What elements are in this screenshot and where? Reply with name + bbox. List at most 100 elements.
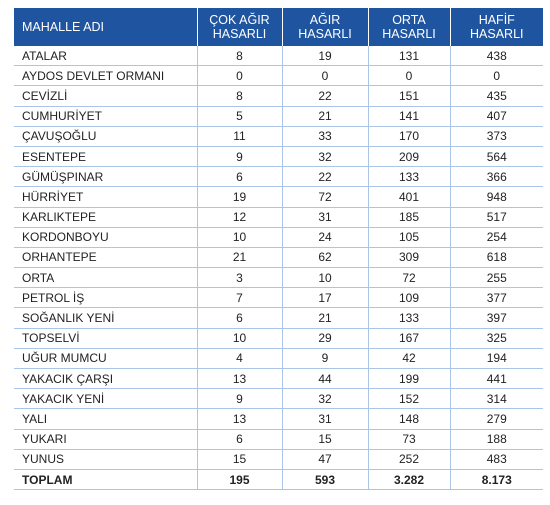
value-cell: 62	[281, 247, 368, 269]
value-cell: 325	[449, 328, 543, 349]
table-row: HÜRRİYET 19 72 401 948	[14, 186, 543, 208]
header-cell: HAFİF HASARLI	[449, 8, 543, 46]
value-cell: 32	[281, 146, 368, 168]
total-value: 8.173	[449, 469, 543, 491]
value-cell: 17	[281, 287, 368, 309]
name-cell: GÜMÜŞPINAR	[14, 166, 197, 188]
table-row: AYDOS DEVLET ORMANI 0 0 0 0	[14, 65, 543, 87]
value-cell: 441	[449, 368, 543, 390]
value-cell: 170	[367, 126, 450, 147]
name-cell: AYDOS DEVLET ORMANI	[14, 65, 197, 87]
value-cell: 133	[367, 166, 450, 188]
name-cell: KORDONBOYU	[14, 227, 197, 248]
name-cell: SOĞANLIK YENİ	[14, 307, 197, 329]
name-cell: PETROL İŞ	[14, 287, 197, 309]
value-cell: 209	[367, 146, 450, 168]
value-cell: 377	[449, 287, 543, 309]
value-cell: 279	[449, 408, 543, 430]
table-row: CEVİZLİ 8 22 151 435	[14, 85, 543, 107]
value-cell: 19	[196, 186, 282, 208]
value-cell: 47	[281, 449, 368, 470]
value-cell: 314	[449, 388, 543, 410]
header-cell: AĞIR HASARLI	[281, 8, 368, 46]
value-cell: 151	[367, 85, 450, 107]
table-row: TOPSELVİ 10 29 167 325	[14, 328, 543, 349]
value-cell: 44	[281, 368, 368, 390]
header-cell: ÇOK AĞIR HASARLI	[196, 8, 282, 46]
value-cell: 397	[449, 307, 543, 329]
name-cell: KARLIKTEPE	[14, 207, 197, 228]
name-cell: YAKACIK YENİ	[14, 388, 197, 410]
value-cell: 483	[449, 449, 543, 470]
value-cell: 8	[196, 46, 282, 67]
value-cell: 109	[367, 287, 450, 309]
table-row: GÜMÜŞPINAR 6 22 133 366	[14, 166, 543, 188]
value-cell: 10	[196, 328, 282, 349]
name-cell: ORTA	[14, 267, 197, 289]
name-cell: UĞUR MUMCU	[14, 348, 197, 370]
value-cell: 10	[196, 227, 282, 248]
name-cell: ESENTEPE	[14, 146, 197, 168]
value-cell: 21	[281, 307, 368, 329]
value-cell: 22	[281, 85, 368, 107]
table-row: UĞUR MUMCU 4 9 42 194	[14, 348, 543, 370]
table-row: YALI 13 31 148 279	[14, 408, 543, 430]
value-cell: 564	[449, 146, 543, 168]
value-cell: 199	[367, 368, 450, 390]
value-cell: 7	[196, 287, 282, 309]
value-cell: 33	[281, 126, 368, 147]
value-cell: 6	[196, 307, 282, 329]
value-cell: 9	[281, 348, 368, 370]
value-cell: 188	[449, 429, 543, 450]
value-cell: 32	[281, 388, 368, 410]
name-cell: ÇAVUŞOĞLU	[14, 126, 197, 147]
value-cell: 255	[449, 267, 543, 289]
value-cell: 9	[196, 146, 282, 168]
table-row: CUMHURİYET 5 21 141 407	[14, 106, 543, 127]
value-cell: 21	[196, 247, 282, 269]
value-cell: 29	[281, 328, 368, 349]
total-value: 593	[281, 469, 368, 491]
table-row: PETROL İŞ 7 17 109 377	[14, 287, 543, 309]
name-cell: CUMHURİYET	[14, 106, 197, 127]
value-cell: 11	[196, 126, 282, 147]
value-cell: 618	[449, 247, 543, 269]
table-row: ESENTEPE 9 32 209 564	[14, 146, 543, 168]
value-cell: 24	[281, 227, 368, 248]
value-cell: 105	[367, 227, 450, 248]
name-cell: YAKACIK ÇARŞI	[14, 368, 197, 390]
value-cell: 5	[196, 106, 282, 127]
value-cell: 19	[281, 46, 368, 67]
value-cell: 31	[281, 207, 368, 228]
value-cell: 438	[449, 46, 543, 67]
value-cell: 3	[196, 267, 282, 289]
name-cell: ORHANTEPE	[14, 247, 197, 269]
total-value: 195	[196, 469, 282, 491]
table-row: YAKACIK YENİ 9 32 152 314	[14, 388, 543, 410]
value-cell: 407	[449, 106, 543, 127]
value-cell: 0	[196, 65, 282, 87]
table-row: ATALAR 8 19 131 438	[14, 46, 543, 67]
value-cell: 252	[367, 449, 450, 470]
value-cell: 148	[367, 408, 450, 430]
value-cell: 15	[196, 449, 282, 470]
value-cell: 0	[449, 65, 543, 87]
value-cell: 152	[367, 388, 450, 410]
name-cell: HÜRRİYET	[14, 186, 197, 208]
table-row: YAKACIK ÇARŞI 13 44 199 441	[14, 368, 543, 390]
total-label: TOPLAM	[14, 469, 197, 491]
value-cell: 141	[367, 106, 450, 127]
name-cell: ATALAR	[14, 46, 197, 67]
table-row: ÇAVUŞOĞLU 11 33 170 373	[14, 126, 543, 147]
header-cell: ORTA HASARLI	[367, 8, 450, 46]
value-cell: 42	[367, 348, 450, 370]
table-row: YUNUS 15 47 252 483	[14, 449, 543, 470]
value-cell: 254	[449, 227, 543, 248]
header-cell: MAHALLE ADI	[14, 8, 197, 46]
value-cell: 131	[367, 46, 450, 67]
table-row: ORHANTEPE 21 62 309 618	[14, 247, 543, 269]
value-cell: 309	[367, 247, 450, 269]
value-cell: 167	[367, 328, 450, 349]
value-cell: 435	[449, 85, 543, 107]
